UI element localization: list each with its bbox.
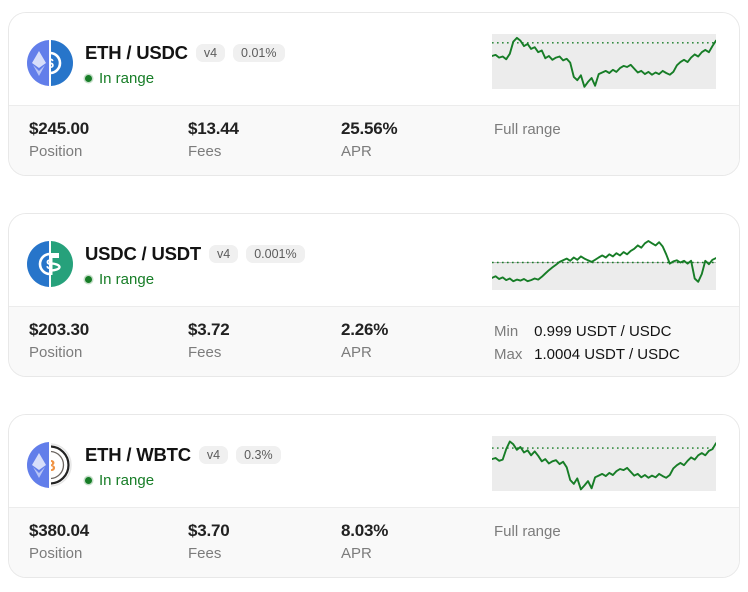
stat-range: Full range [494,119,719,138]
status-text: In range [99,472,155,489]
apr-value: 8.03% [341,521,389,540]
apr-label: APR [341,344,372,361]
usdc-logo-half: $ [46,40,73,86]
stat-apr: 2.26% APR [341,320,494,361]
fees-label: Fees [188,143,222,160]
in-range-dot [85,276,92,283]
apr-value: 2.26% [341,320,389,339]
stat-range-minmax: Min 0.999 USDT / USDC Max 1.0004 USDT / … [494,320,719,366]
pair-name: ETH / WBTC [85,444,191,465]
stat-position: $245.00 Position [29,119,188,160]
pair-name: USDC / USDT [85,243,201,264]
wbtc-logo-half: B [44,442,73,488]
stat-fees: $3.72 Fees [188,320,341,361]
min-value: 0.999 USDT / USDC [534,323,672,340]
token-pair-icon-usdc-usdt: $ [27,241,73,287]
stat-fees: $3.70 Fees [188,521,341,562]
price-sparkline-chart [492,240,716,290]
fees-value: $3.72 [188,320,230,339]
fee-tier-badge: 0.01% [233,43,285,63]
position-label: Position [29,344,83,361]
eth-logo-half [27,442,49,488]
svg-text:$: $ [46,55,54,71]
fees-value: $13.44 [188,119,239,138]
card-header: $ USDC / USDT v4 0.001% [9,214,739,306]
fees-value: $3.70 [188,521,230,540]
pair-info: B ETH / WBTC v4 0.3% In range [27,440,281,489]
full-range-text: Full range [494,523,561,540]
apr-label: APR [341,143,372,160]
price-sparkline-chart [492,34,716,89]
version-badge: v4 [195,43,226,63]
fees-label: Fees [188,545,222,562]
max-value: 1.0004 USDT / USDC [534,346,680,363]
svg-text:B: B [44,458,56,475]
stat-apr: 25.56% APR [341,119,494,160]
version-badge: v4 [209,244,239,264]
position-card-eth-wbtc[interactable]: B ETH / WBTC v4 0.3% In range [8,414,740,578]
card-header: B ETH / WBTC v4 0.3% In range [9,415,739,507]
positions-list: $ ETH / USDC v4 0.01% In range [8,12,740,578]
eth-logo-half [27,40,49,86]
card-header: $ ETH / USDC v4 0.01% In range [9,13,739,105]
usdt-logo-half [51,241,73,287]
pair-name: ETH / USDC [85,42,188,63]
fee-tier-badge: 0.3% [236,445,281,465]
card-stats: $203.30 Position $3.72 Fees 2.26% APR Mi… [9,306,739,376]
in-range-dot [85,75,92,82]
position-value: $380.04 [29,521,90,540]
position-label: Position [29,545,83,562]
position-card-usdc-usdt[interactable]: $ USDC / USDT v4 0.001% [8,213,740,377]
max-label: Max [494,346,523,363]
position-card-eth-usdc[interactable]: $ ETH / USDC v4 0.01% In range [8,12,740,176]
pair-info: $ USDC / USDT v4 0.001% [27,239,305,288]
usdc-logo-half: $ [27,241,54,287]
card-stats: $245.00 Position $13.44 Fees 25.56% APR … [9,105,739,175]
stat-fees: $13.44 Fees [188,119,341,160]
in-range-dot [85,477,92,484]
position-value: $203.30 [29,320,90,339]
fee-tier-badge: 0.001% [246,244,305,264]
stat-range: Full range [494,521,719,540]
status-text: In range [99,271,155,288]
stat-apr: 8.03% APR [341,521,494,562]
position-label: Position [29,143,83,160]
token-pair-icon-eth-wbtc: B [27,442,73,488]
max-price-row: Max 1.0004 USDT / USDC [494,343,719,366]
token-pair-icon-eth-usdc: $ [27,40,73,86]
apr-label: APR [341,545,372,562]
price-sparkline-chart [492,436,716,491]
version-badge: v4 [198,445,229,465]
min-price-row: Min 0.999 USDT / USDC [494,320,719,343]
fees-label: Fees [188,344,222,361]
pair-info: $ ETH / USDC v4 0.01% In range [27,38,285,87]
svg-text:$: $ [46,256,54,272]
full-range-text: Full range [494,121,561,138]
status-text: In range [99,70,155,87]
card-stats: $380.04 Position $3.70 Fees 8.03% APR Fu… [9,507,739,577]
stat-position: $380.04 Position [29,521,188,562]
position-value: $245.00 [29,119,90,138]
stat-position: $203.30 Position [29,320,188,361]
apr-value: 25.56% [341,119,398,138]
min-label: Min [494,323,519,340]
